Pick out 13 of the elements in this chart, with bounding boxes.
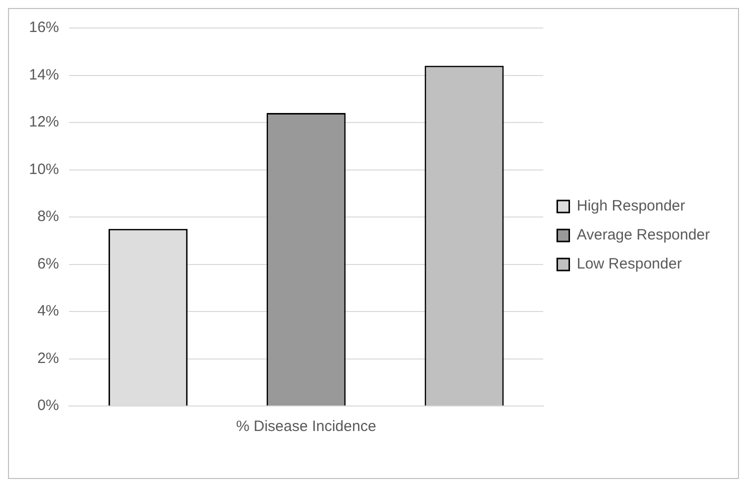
y-tick-label: 12%	[28, 114, 60, 131]
legend-label: Average Responder	[576, 226, 710, 244]
y-tick-label: 14%	[28, 66, 60, 84]
x-tick-label: % Disease Incidence	[236, 418, 376, 436]
y-tick-label: 10%	[28, 160, 60, 178]
y-tick-label: 0%	[37, 397, 60, 414]
y-tick-label: 4%	[37, 302, 60, 320]
y-tick-label: 8%	[37, 208, 60, 226]
legend-label: Low Responder	[576, 256, 682, 273]
legend-label: High Responder	[576, 198, 686, 215]
y-tick-label: 6%	[37, 255, 60, 272]
y-tick-label: 16%	[28, 19, 60, 36]
y-tick-label: 2%	[37, 350, 60, 367]
